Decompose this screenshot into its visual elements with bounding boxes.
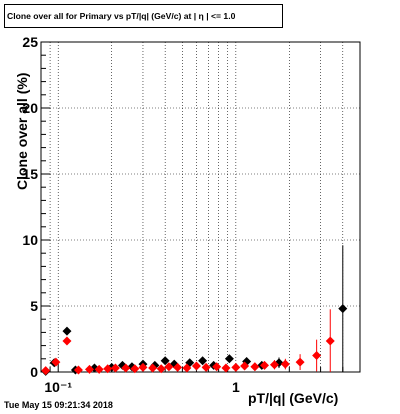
y-tick-label: 5 [30,298,38,314]
data-point [103,364,113,374]
data-point [160,356,170,366]
y-tick-label: 10 [22,232,38,248]
data-point [84,364,94,374]
data-point [240,361,250,371]
data-point [260,360,270,370]
timestamp-label: Tue May 15 09:21:34 2018 [4,400,113,410]
data-point [41,366,51,376]
data-point [221,363,231,373]
data-point [269,360,279,370]
y-tick-label: 0 [30,364,38,380]
data-point [51,357,61,367]
chart-title: Clone over all for Primary vs pT/|q| (Ge… [4,4,283,28]
x-tick-label: 1 [232,379,240,395]
data-point [94,364,104,374]
y-axis-label: Clone over all (%) [14,72,30,190]
data-point [148,363,158,373]
data-point [295,357,305,367]
y-tick-label: 25 [22,34,38,50]
data-point [164,362,174,372]
data-point [250,362,260,372]
data-point [62,326,72,336]
series-layer [41,245,348,376]
data-point [182,363,192,373]
series-red [41,309,335,376]
y-tick-label: 20 [22,100,38,116]
data-point [280,359,290,369]
data-point [62,336,72,346]
y-tick-label: 15 [22,166,38,182]
data-point [338,304,348,314]
data-point [325,336,335,346]
x-axis-label: pT/|q| (GeV/c) [248,390,339,406]
grid-layer [41,42,360,372]
data-point [138,362,148,372]
plot-frame [40,41,361,373]
data-point [212,362,222,372]
data-point [191,361,201,371]
data-point [173,362,183,372]
data-point [73,365,83,375]
data-point [231,362,241,372]
data-point [198,356,208,366]
data-point [110,363,120,373]
data-point [130,364,140,374]
data-point [156,364,166,374]
data-point [201,362,211,372]
data-point [224,354,234,364]
x-tick-label: 10⁻¹ [44,379,72,395]
data-point [121,363,131,373]
data-point [312,351,322,360]
